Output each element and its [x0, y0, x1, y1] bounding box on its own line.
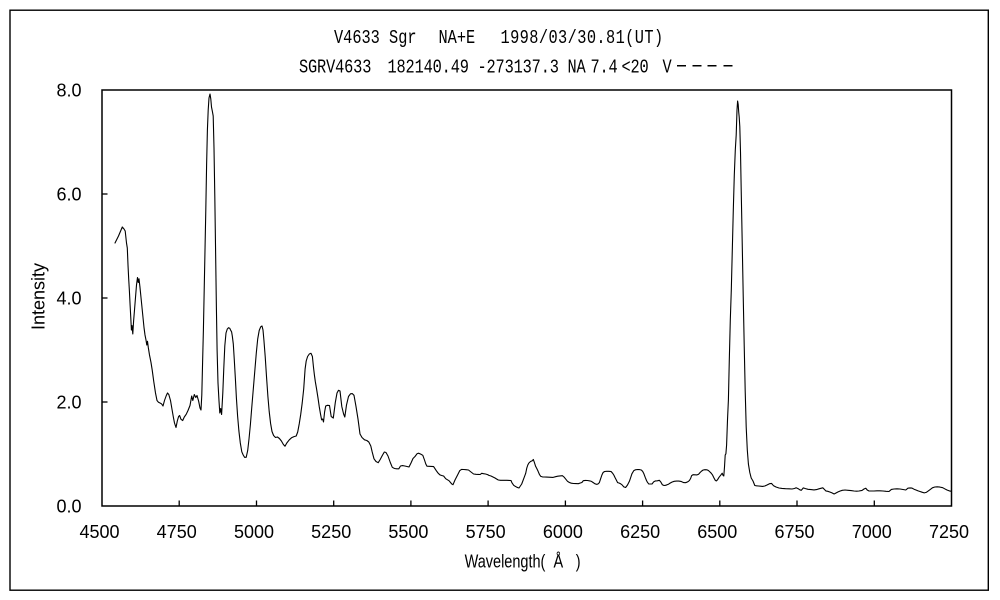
svg-text:2.0: 2.0	[56, 393, 81, 413]
svg-text:5250: 5250	[311, 522, 351, 542]
svg-text:Intensity: Intensity	[29, 263, 49, 330]
svg-text:6250: 6250	[620, 522, 660, 542]
svg-text:4750: 4750	[157, 522, 197, 542]
svg-text:8.0: 8.0	[56, 81, 81, 101]
svg-text:0.0: 0.0	[56, 497, 81, 517]
svg-text:Wavelength(Å): Wavelength(Å)	[465, 551, 581, 572]
svg-text:4.0: 4.0	[56, 289, 81, 309]
svg-text:6750: 6750	[774, 522, 814, 542]
svg-text:6500: 6500	[697, 522, 737, 542]
svg-text:5500: 5500	[388, 522, 428, 542]
svg-text:4500: 4500	[79, 522, 119, 542]
svg-text:6.0: 6.0	[56, 185, 81, 205]
svg-text:7000: 7000	[852, 522, 892, 542]
svg-text:5750: 5750	[466, 522, 506, 542]
svg-text:6000: 6000	[543, 522, 583, 542]
svg-text:5000: 5000	[234, 522, 274, 542]
svg-text:7250: 7250	[929, 522, 969, 542]
